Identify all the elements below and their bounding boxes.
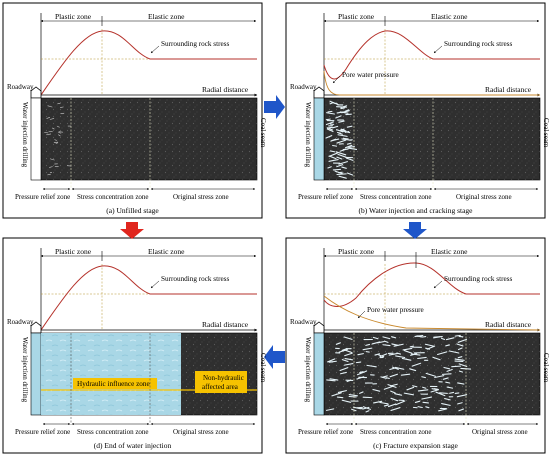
- radial-distance-label: Radial distance: [485, 320, 532, 329]
- injection-borehole: [31, 333, 41, 415]
- elastic-zone-label: Elastic zone: [431, 247, 468, 256]
- fracture-mark: [446, 382, 450, 383]
- elastic-zone-label: Elastic zone: [431, 12, 468, 21]
- pore-pressure-label: Pore water pressure: [367, 306, 424, 314]
- rock-stress-pointer: [151, 46, 159, 53]
- stress-concentration-zone-label: Stress concentration zone: [77, 193, 149, 201]
- non-hydraulic-label-line2: affected area: [202, 383, 239, 391]
- water-injection-drilling-label: Water injection drilling: [21, 337, 29, 403]
- rock-stress-pointer: [434, 281, 442, 288]
- rock-stress-label: Surrounding rock stress: [161, 275, 229, 283]
- roadway-label: Roadway: [290, 318, 317, 326]
- fracture-mark: [333, 145, 337, 146]
- panel-caption: (b) Water injection and cracking stage: [358, 206, 473, 215]
- injection-borehole: [314, 333, 324, 415]
- rock-stress-pointer: [151, 281, 159, 288]
- rock-stress-label: Surrounding rock stress: [444, 40, 512, 48]
- fracture-mark: [356, 362, 360, 363]
- fracture-mark: [333, 169, 340, 170]
- fracture-mark: [423, 402, 428, 403]
- surrounding-rock-stress-curve: [324, 263, 540, 307]
- panel-b: Plastic zone Elastic zone Radial distance S…: [290, 12, 550, 215]
- original-stress-zone-label: Original stress zone: [472, 428, 528, 436]
- stress-concentration-zone-label: Stress concentration zone: [360, 428, 432, 436]
- plastic-zone-label: Plastic zone: [338, 12, 375, 21]
- elastic-zone-label: Elastic zone: [148, 12, 185, 21]
- fracture-mark: [422, 337, 426, 338]
- arrow-right-icon: [264, 95, 285, 119]
- pore-pressure-pointer: [333, 76, 340, 83]
- stress-concentration-zone-label: Stress concentration zone: [77, 428, 149, 436]
- hydraulic-influence-label: Hydraulic influence zone: [77, 380, 150, 388]
- injection-borehole: [314, 98, 324, 180]
- pressure-relief-zone-label: Pressure relief zone: [298, 428, 353, 436]
- panel-c: Plastic zone Elastic zone Radial distance S…: [290, 247, 550, 450]
- roadway-label: Roadway: [7, 83, 34, 91]
- fracture-mark: [434, 389, 438, 390]
- radial-distance-label: Radial distance: [202, 320, 249, 329]
- coal-seam-block: [41, 98, 257, 180]
- pore-pressure-label: Pore water pressure: [342, 71, 399, 79]
- original-stress-zone-label: Original stress zone: [173, 193, 229, 201]
- fracture-mark: [455, 393, 459, 394]
- fracture-mark: [416, 336, 422, 337]
- arrow-down-red-icon: [120, 222, 144, 239]
- fracture-mark: [452, 366, 461, 367]
- non-hydraulic-label-line1: Non-hydraulic: [203, 374, 244, 382]
- pressure-relief-zone-label: Pressure relief zone: [15, 193, 70, 201]
- coal-seam-label: Coal seam: [542, 118, 550, 148]
- stress-concentration-zone-label: Stress concentration zone: [360, 193, 432, 201]
- fracture-mark: [434, 337, 442, 338]
- fracture-mark: [349, 396, 356, 397]
- water-injection-drilling-label: Water injection drilling: [304, 102, 312, 168]
- coal-seam-label: Coal seam: [259, 353, 267, 383]
- coal-seam-label: Coal seam: [542, 353, 550, 383]
- hydraulic-influence-area: [41, 333, 181, 415]
- elastic-zone-label: Elastic zone: [148, 247, 185, 256]
- arrow-down-blue-icon: [403, 222, 427, 239]
- fracture-mark: [328, 111, 332, 112]
- panel-caption: (c) Fracture expansion stage: [373, 441, 458, 450]
- rock-stress-label: Surrounding rock stress: [444, 275, 512, 283]
- panel-a: Plastic zone Elastic zone Radial distance S…: [7, 12, 267, 215]
- panel-d: Plastic zone Elastic zone Radial distance S…: [7, 247, 267, 450]
- coal-seam-block: [324, 98, 540, 180]
- panel-caption: (a) Unfilled stage: [106, 206, 159, 215]
- plastic-zone-label: Plastic zone: [338, 247, 375, 256]
- fracture-mark: [326, 119, 330, 120]
- radial-distance-label: Radial distance: [485, 85, 532, 94]
- original-stress-zone-label: Original stress zone: [173, 428, 229, 436]
- fracture-mark: [341, 108, 345, 109]
- rock-stress-label: Surrounding rock stress: [161, 40, 229, 48]
- water-injection-drilling-label: Water injection drilling: [304, 337, 312, 403]
- fracture-mark: [442, 374, 451, 375]
- water-injection-drilling-label: Water injection drilling: [21, 102, 29, 168]
- injection-borehole: [31, 98, 41, 180]
- panel-caption: (d) End of water injection: [94, 441, 172, 450]
- roadway-label: Roadway: [7, 318, 34, 326]
- plastic-zone-label: Plastic zone: [55, 247, 92, 256]
- fracture-mark: [410, 346, 413, 347]
- pressure-relief-zone-label: Pressure relief zone: [15, 428, 70, 436]
- radial-distance-label: Radial distance: [202, 85, 249, 94]
- rock-stress-pointer: [434, 46, 442, 53]
- fracture-mark: [461, 368, 471, 369]
- pressure-relief-zone-label: Pressure relief zone: [298, 193, 353, 201]
- fracture-mark: [440, 393, 448, 394]
- coal-seam-label: Coal seam: [259, 118, 267, 148]
- fracture-mark: [349, 147, 354, 148]
- roadway-label: Roadway: [290, 83, 317, 91]
- plastic-zone-label: Plastic zone: [55, 12, 92, 21]
- original-stress-zone-label: Original stress zone: [456, 193, 512, 201]
- fracture-mark: [337, 397, 342, 398]
